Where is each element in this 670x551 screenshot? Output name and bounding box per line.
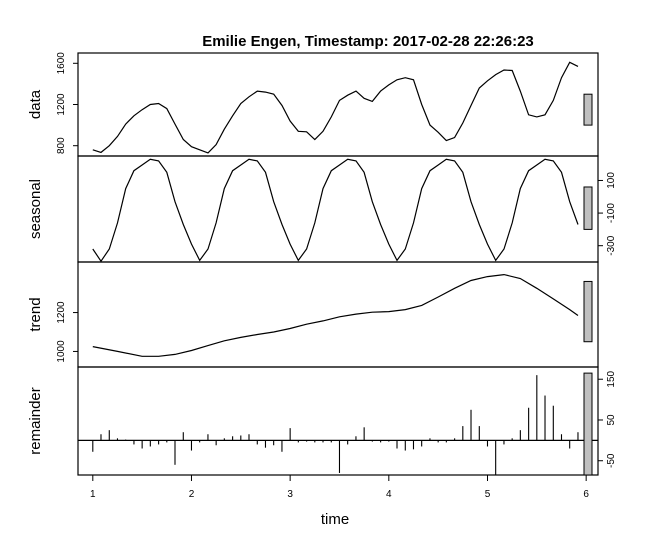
x-tick-label: 5: [485, 489, 491, 500]
panel-frame-seasonal: [77, 155, 599, 263]
y-axis-label-seasonal: seasonal: [27, 179, 44, 239]
series-line-data: [92, 61, 579, 154]
x-tick-label: 3: [287, 489, 293, 500]
y-axis-label-remainder: remainder: [27, 387, 44, 455]
y-tick-label-seasonal: 100: [606, 172, 617, 189]
x-tick-label: 2: [189, 489, 195, 500]
y-tick-label-remainder: 150: [606, 370, 617, 387]
panel-trend: trend 1000 1200: [27, 261, 599, 368]
scale-bar-remainder: [583, 372, 593, 476]
series-line-seasonal: [92, 158, 579, 263]
panel-remainder: remainder -50 50 150: [27, 366, 617, 476]
scale-bar-seasonal: [583, 186, 593, 230]
scale-bar-data: [583, 93, 593, 126]
series-line-trend: [92, 273, 579, 357]
panel-frame-remainder: [77, 366, 599, 476]
scale-bar-trend: [583, 280, 593, 343]
y-tick-label-trend: 1200: [56, 301, 67, 324]
panels: data 800 1200 1600 seasonal -300 -100 100 trend 1…: [27, 52, 617, 476]
y-tick-label-data: 1600: [56, 52, 67, 75]
panel-frame-trend: [77, 261, 599, 368]
panel-data: data 800 1200 1600: [27, 52, 599, 157]
x-axis: 1 2 3 4 5 6: [90, 475, 589, 500]
chart-title: Emilie Engen, Timestamp: 2017-02-28 22:2…: [202, 33, 534, 50]
x-tick-label: 4: [386, 489, 392, 500]
panel-seasonal: seasonal -300 -100 100: [27, 155, 617, 263]
y-tick-label-seasonal: -100: [606, 203, 617, 223]
y-tick-label-remainder: -50: [606, 453, 617, 468]
y-tick-label-seasonal: -300: [606, 235, 617, 255]
y-axis-label-trend: trend: [27, 297, 44, 331]
y-tick-label-trend: 1000: [56, 340, 67, 363]
x-tick-label: 6: [583, 489, 589, 500]
y-tick-label-data: 800: [56, 137, 67, 154]
x-tick-label: 1: [90, 489, 96, 500]
y-tick-label-data: 1200: [56, 93, 67, 116]
x-axis-label: time: [321, 511, 349, 528]
y-tick-label-remainder: 50: [606, 414, 617, 426]
y-axis-label-data: data: [27, 89, 44, 119]
